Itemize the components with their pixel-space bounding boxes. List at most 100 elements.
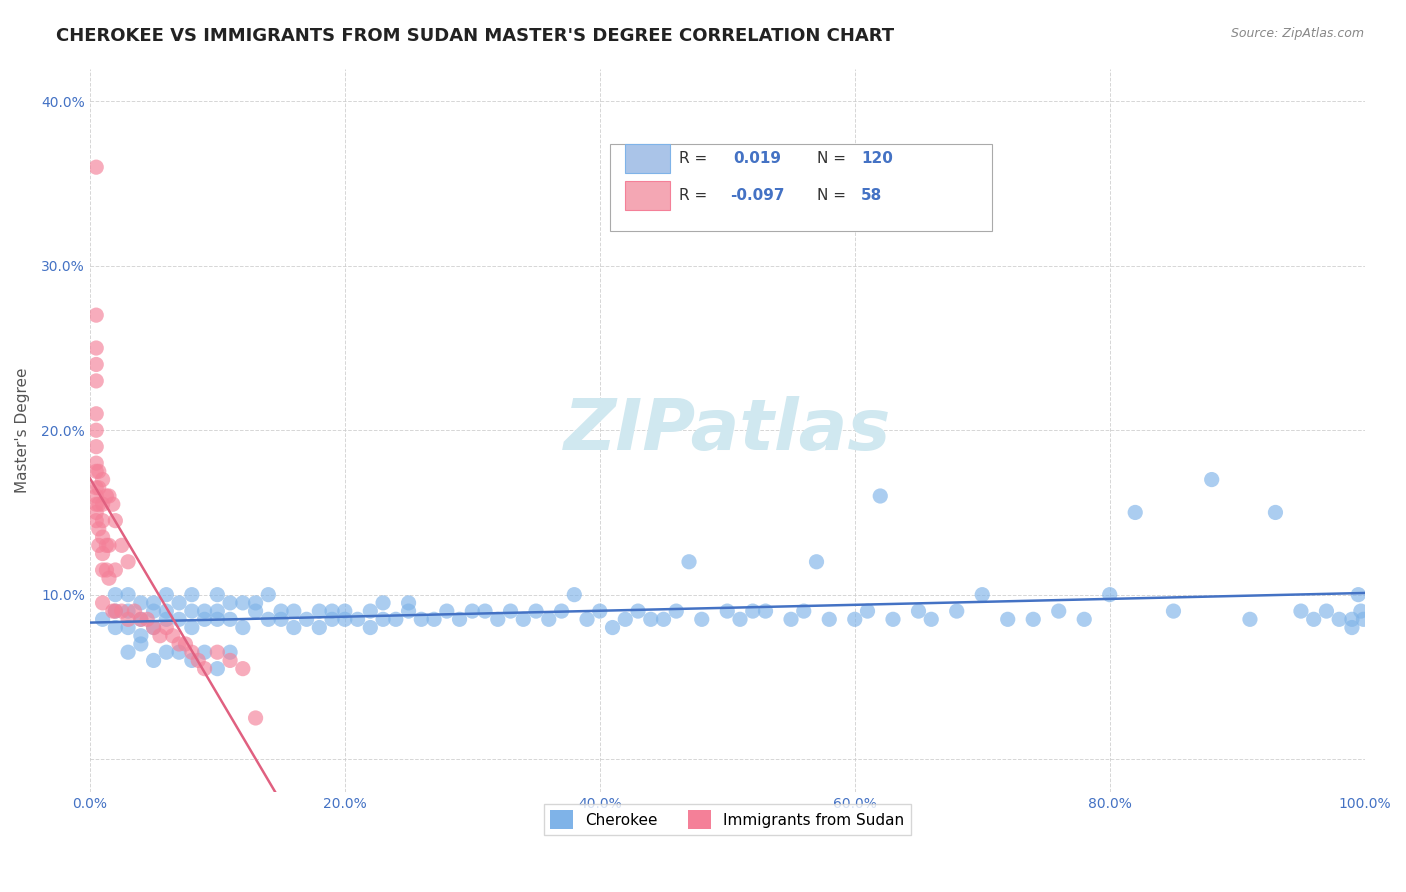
Cherokee — [371, 596, 394, 610]
Cherokee — [232, 596, 254, 610]
Immigrants from Sudan — [84, 341, 107, 355]
Text: ZIPatlas: ZIPatlas — [564, 396, 891, 465]
Cherokee — [155, 588, 177, 602]
Cherokee — [1353, 612, 1375, 626]
Immigrants from Sudan — [104, 563, 127, 577]
Cherokee — [398, 596, 420, 610]
Cherokee — [486, 612, 509, 626]
Cherokee — [385, 612, 408, 626]
Immigrants from Sudan — [84, 464, 107, 478]
Cherokee — [524, 604, 547, 618]
Cherokee — [346, 612, 368, 626]
Cherokee — [1302, 612, 1324, 626]
Immigrants from Sudan — [84, 505, 107, 519]
Cherokee — [180, 621, 202, 635]
Cherokee — [728, 612, 751, 626]
Cherokee — [627, 604, 650, 618]
Cherokee — [741, 604, 763, 618]
Cherokee — [512, 612, 534, 626]
Cherokee — [1201, 473, 1223, 487]
FancyBboxPatch shape — [626, 181, 669, 210]
Immigrants from Sudan — [101, 604, 124, 618]
Immigrants from Sudan — [87, 497, 110, 511]
FancyBboxPatch shape — [610, 145, 993, 231]
Cherokee — [997, 612, 1019, 626]
Immigrants from Sudan — [84, 358, 107, 372]
Immigrants from Sudan — [87, 481, 110, 495]
Cherokee — [589, 604, 612, 618]
Immigrants from Sudan — [207, 645, 229, 659]
Immigrants from Sudan — [84, 160, 107, 174]
Immigrants from Sudan — [187, 653, 209, 667]
Cherokee — [371, 612, 394, 626]
Cherokee — [180, 653, 202, 667]
Cherokee — [104, 621, 127, 635]
Immigrants from Sudan — [129, 612, 152, 626]
Cherokee — [207, 662, 229, 676]
Cherokee — [562, 588, 585, 602]
Cherokee — [167, 596, 190, 610]
Immigrants from Sudan — [124, 604, 146, 618]
Cherokee — [359, 621, 381, 635]
Immigrants from Sudan — [96, 489, 118, 503]
Cherokee — [321, 612, 343, 626]
Immigrants from Sudan — [84, 514, 107, 528]
Immigrants from Sudan — [91, 530, 114, 544]
Cherokee — [1073, 612, 1095, 626]
Cherokee — [1341, 621, 1364, 635]
Immigrants from Sudan — [104, 604, 127, 618]
Cherokee — [690, 612, 713, 626]
Cherokee — [1264, 505, 1286, 519]
Cherokee — [142, 653, 165, 667]
Immigrants from Sudan — [180, 645, 202, 659]
Cherokee — [806, 555, 828, 569]
Cherokee — [499, 604, 522, 618]
Cherokee — [1347, 588, 1369, 602]
Cherokee — [245, 604, 267, 618]
Cherokee — [972, 588, 994, 602]
Immigrants from Sudan — [162, 629, 184, 643]
Immigrants from Sudan — [84, 481, 107, 495]
Cherokee — [321, 604, 343, 618]
Cherokee — [117, 604, 139, 618]
Cherokee — [167, 645, 190, 659]
Cherokee — [232, 621, 254, 635]
Immigrants from Sudan — [91, 563, 114, 577]
Immigrants from Sudan — [84, 497, 107, 511]
Cherokee — [1350, 604, 1372, 618]
Immigrants from Sudan — [117, 555, 139, 569]
Immigrants from Sudan — [232, 662, 254, 676]
Immigrants from Sudan — [91, 547, 114, 561]
Cherokee — [1289, 604, 1312, 618]
Immigrants from Sudan — [84, 423, 107, 437]
Cherokee — [818, 612, 841, 626]
FancyBboxPatch shape — [626, 145, 669, 173]
Text: Source: ZipAtlas.com: Source: ZipAtlas.com — [1230, 27, 1364, 40]
Cherokee — [614, 612, 637, 626]
Immigrants from Sudan — [96, 538, 118, 552]
Cherokee — [1163, 604, 1185, 618]
Cherokee — [142, 621, 165, 635]
Cherokee — [129, 629, 152, 643]
Cherokee — [1123, 505, 1146, 519]
Cherokee — [283, 604, 305, 618]
Cherokee — [793, 604, 815, 618]
Cherokee — [907, 604, 929, 618]
Cherokee — [219, 645, 242, 659]
Cherokee — [882, 612, 904, 626]
Text: R =: R = — [679, 152, 707, 167]
Immigrants from Sudan — [91, 497, 114, 511]
Cherokee — [678, 555, 700, 569]
Immigrants from Sudan — [101, 497, 124, 511]
Cherokee — [194, 612, 217, 626]
Immigrants from Sudan — [87, 522, 110, 536]
Cherokee — [117, 588, 139, 602]
Immigrants from Sudan — [219, 653, 242, 667]
Cherokee — [640, 612, 662, 626]
Cherokee — [754, 604, 776, 618]
Cherokee — [270, 604, 292, 618]
Y-axis label: Master's Degree: Master's Degree — [15, 368, 30, 493]
Immigrants from Sudan — [84, 440, 107, 454]
Cherokee — [716, 604, 738, 618]
Immigrants from Sudan — [91, 596, 114, 610]
